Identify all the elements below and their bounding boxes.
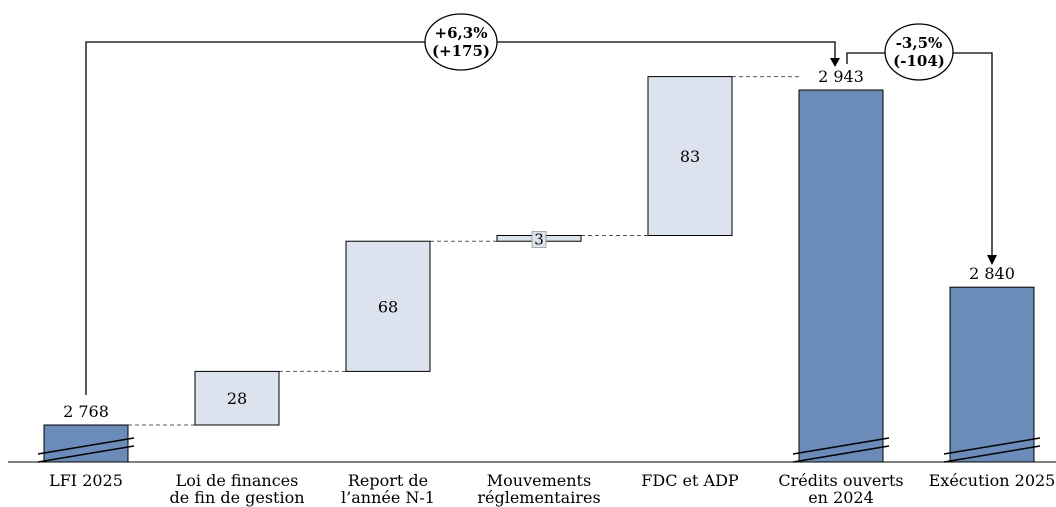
axis-break-line <box>792 445 890 463</box>
value-label: 68 <box>378 297 398 316</box>
value-label-box <box>531 231 547 248</box>
category-label: Crédits ouverts <box>778 471 903 490</box>
category-label: réglementaires <box>477 488 600 507</box>
axis-break-line <box>943 445 1041 463</box>
category-label: de fin de gestion <box>169 488 304 507</box>
value-label: 2 840 <box>969 264 1015 283</box>
annotations: +6,3%(+175) -3,5%(-104) <box>85 13 997 395</box>
category-label: Report de <box>348 471 428 490</box>
annotation-text: -3,5% <box>896 34 943 52</box>
value-label: 2 768 <box>63 402 109 421</box>
annotation-text: (-104) <box>893 52 945 70</box>
bar-6 <box>949 286 1035 463</box>
bar-4 <box>647 76 733 236</box>
bars <box>37 76 1041 463</box>
axis-break-line <box>792 437 890 455</box>
annotation-bubble <box>424 13 498 71</box>
value-label: 2 943 <box>818 67 864 86</box>
axis-break-line <box>37 437 135 455</box>
axis-break-line <box>943 437 1041 455</box>
arrow-head <box>830 58 840 67</box>
category-label: LFI 2025 <box>49 471 123 490</box>
annotation-text: +6,3% <box>435 24 488 42</box>
value-label: 3 <box>534 230 544 248</box>
annotation-bubble <box>884 23 954 81</box>
category-label: l’année N-1 <box>341 488 435 507</box>
annotation-text: (+175) <box>432 42 490 60</box>
axis-break-line <box>37 445 135 463</box>
value-labels: 2 768 28 68 3 83 2 943 2 840 <box>63 67 1015 421</box>
bar-0 <box>43 424 129 463</box>
category-label: en 2024 <box>808 488 874 507</box>
category-label: Exécution 2025 <box>929 471 1056 490</box>
category-label: Mouvements <box>487 471 591 490</box>
category-label: Loi de finances <box>176 471 299 490</box>
value-label: 28 <box>227 389 247 408</box>
bar-1 <box>194 370 280 426</box>
bar-5 <box>798 89 884 463</box>
arrow-head <box>987 255 997 265</box>
category-label: FDC et ADP <box>641 471 739 490</box>
bar-2 <box>345 240 431 372</box>
value-label: 83 <box>680 147 700 166</box>
